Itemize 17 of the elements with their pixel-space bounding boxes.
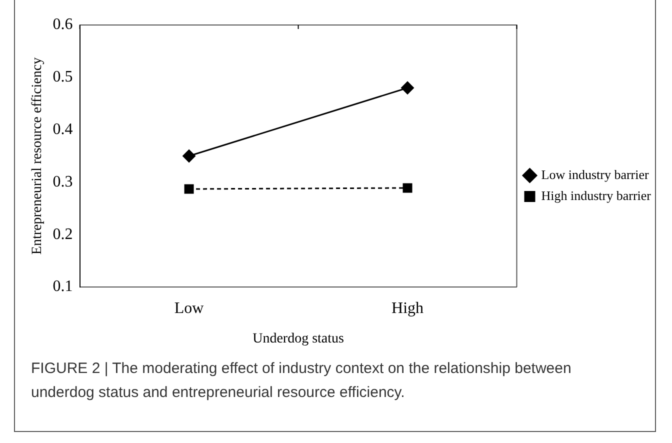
point bbox=[401, 81, 414, 94]
legend-label: Low industry barrier bbox=[541, 166, 650, 182]
legend-label: High industry barrier bbox=[541, 188, 652, 203]
y-tick-label: 0.5 bbox=[52, 68, 73, 86]
x-tick-label: High bbox=[392, 300, 424, 317]
y-axis-title: Entrepreneurial resource efficiency bbox=[30, 57, 46, 255]
caption: FIGURE 2 | The moderating effect of industry context on the relationship between underdog status and entrepreneurial resource efficiency. bbox=[31, 359, 572, 403]
y-tick-label: 0.6 bbox=[52, 16, 73, 34]
point bbox=[402, 183, 412, 193]
y-tick-label: 0.3 bbox=[52, 173, 73, 190]
y-tick-label: 0.4 bbox=[52, 121, 73, 138]
point bbox=[184, 184, 194, 194]
point bbox=[182, 150, 196, 162]
x-tick-label: Low bbox=[174, 300, 204, 317]
y-tick-label: 0.2 bbox=[52, 226, 73, 243]
x-axis-title: Underdog status bbox=[252, 331, 344, 346]
y-tick-label: 0.1 bbox=[52, 278, 73, 296]
